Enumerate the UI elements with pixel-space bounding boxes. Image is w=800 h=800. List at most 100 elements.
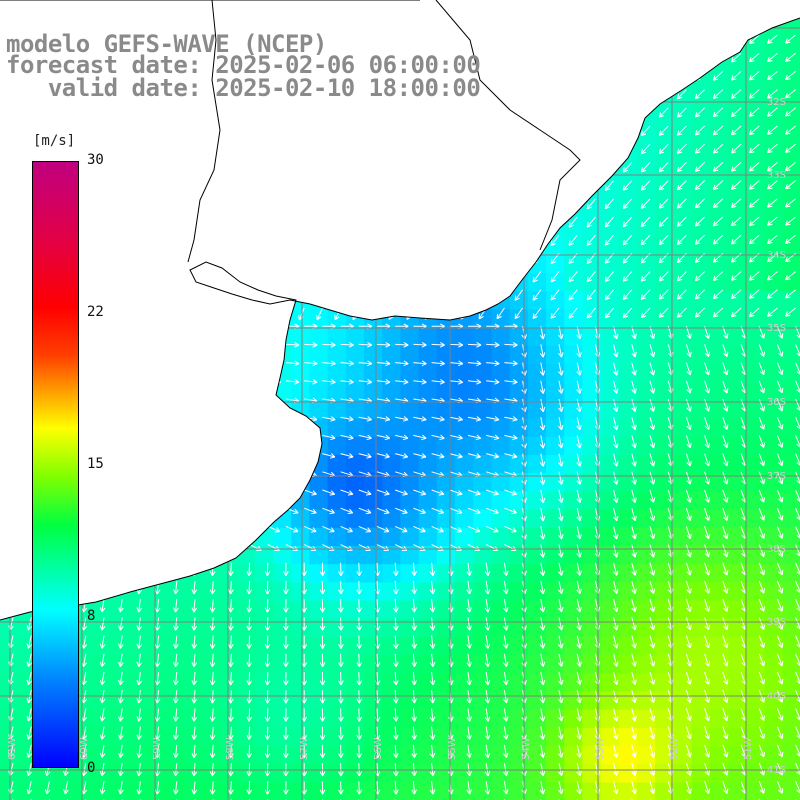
wind-arrow (558, 726, 564, 740)
wind-arrow (466, 653, 472, 667)
wind-arrow (730, 125, 742, 136)
wind-arrow (558, 580, 564, 595)
wind-arrow (622, 289, 633, 300)
wind-arrow (776, 362, 784, 376)
wind-arrow (429, 744, 436, 758)
wind-arrow (685, 726, 692, 740)
wind-arrow (685, 762, 692, 776)
wind-arrow (785, 107, 796, 117)
wind-arrow (358, 489, 372, 496)
wind-arrow (283, 744, 289, 759)
wind-arrow (613, 671, 619, 685)
wind-arrow (613, 617, 619, 631)
wind-arrow (431, 525, 444, 533)
wind-arrow (558, 435, 564, 449)
wind-arrow (413, 507, 426, 515)
wind-arrow (228, 726, 234, 740)
wind-arrow (722, 671, 729, 685)
wind-arrow (429, 762, 436, 777)
wind-arrow (576, 762, 582, 777)
wind-arrow (228, 562, 234, 577)
wind-arrow (758, 417, 765, 430)
wind-arrow (604, 198, 614, 210)
wind-arrow (785, 271, 796, 281)
lat-label: 39S (767, 617, 786, 628)
wind-arrow (704, 671, 711, 685)
wind-arrow (26, 744, 33, 758)
wind-arrow (173, 726, 179, 740)
wind-arrow (411, 617, 417, 631)
wind-arrow (154, 781, 161, 795)
wind-arrow (539, 362, 546, 376)
wind-arrow (730, 162, 742, 172)
lon-label: 58W (225, 737, 236, 760)
wind-arrow (649, 617, 656, 631)
wind-arrow (376, 525, 390, 533)
wind-arrow (539, 671, 546, 686)
wind-arrow (558, 489, 564, 504)
wind-arrow (264, 580, 271, 595)
wind-arrow (411, 690, 417, 704)
wind-arrow (722, 562, 729, 576)
wind-arrow (694, 289, 705, 300)
wind-arrow (704, 489, 711, 503)
wind-arrow (429, 726, 436, 740)
wind-arrow (466, 617, 472, 631)
wind-arrow (658, 125, 669, 136)
wind-arrow (449, 341, 464, 348)
wind-arrow (539, 653, 546, 667)
wind-arrow (467, 434, 482, 441)
land-area (0, 0, 800, 620)
wind-arrow (118, 599, 124, 613)
wind-arrow (758, 762, 765, 776)
wind-arrow (748, 216, 760, 227)
wind-arrow (649, 580, 656, 594)
wind-arrow (613, 726, 619, 740)
wind-arrow (209, 708, 216, 722)
wind-arrow (504, 341, 518, 348)
wind-arrow (685, 471, 692, 485)
wind-arrow (776, 708, 784, 721)
wind-arrow (285, 341, 300, 348)
wind-arrow (246, 690, 253, 704)
legend-tick-8: 8 (87, 608, 96, 624)
title-valid-date: valid date: 2025-02-10 18:00:00 (6, 74, 481, 102)
wind-arrow (63, 781, 69, 795)
wind-arrow (429, 617, 436, 631)
wind-arrow (649, 526, 656, 540)
wind-arrow (758, 580, 765, 594)
wind-arrow (191, 726, 198, 740)
wind-arrow (340, 507, 354, 515)
wind-arrow (730, 89, 742, 99)
wind-arrow (466, 726, 472, 740)
wind-arrow (504, 378, 518, 385)
wind-arrow (539, 781, 546, 795)
wind-arrow (26, 635, 33, 649)
wind-arrow (392, 708, 399, 722)
wind-arrow (484, 690, 491, 704)
wind-arrow (340, 360, 354, 367)
wind-arrow (631, 435, 637, 449)
wind-arrow (467, 341, 482, 348)
wind-arrow (685, 380, 692, 394)
wind-arrow (685, 453, 692, 467)
wind-arrow (228, 744, 234, 759)
wind-arrow (413, 489, 427, 496)
wind-arrow (246, 671, 253, 686)
wind-arrow (613, 708, 619, 722)
wind-arrow (228, 635, 234, 649)
lon-label: 53W (595, 737, 606, 760)
wind-arrow (228, 653, 234, 668)
wind-arrow (712, 180, 724, 190)
wind-arrow (676, 125, 687, 136)
wind-arrow (631, 526, 637, 540)
wind-arrow (722, 781, 729, 794)
border-line (435, 0, 581, 251)
wind-arrow (392, 599, 399, 613)
wind-arrow (730, 52, 742, 63)
wind-arrow (283, 599, 289, 613)
wind-arrow (722, 362, 729, 376)
wind-arrow (712, 125, 724, 136)
legend-tick-0: 0 (87, 760, 96, 776)
